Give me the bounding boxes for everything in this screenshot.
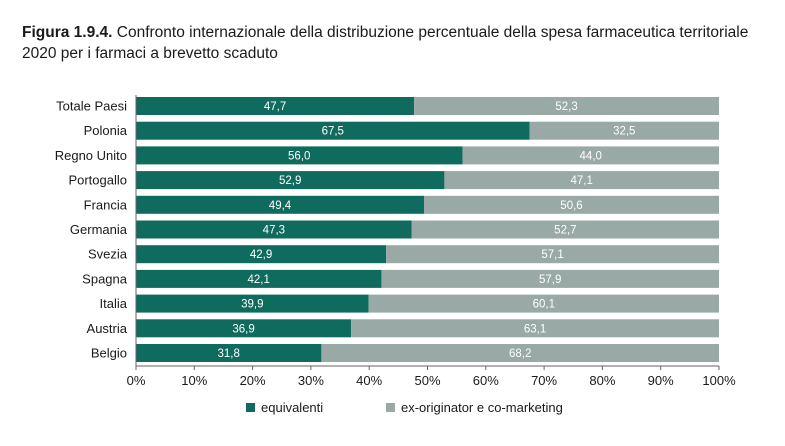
x-axis: 0% 10% 20% 30% 40% 50% 60% 70% 80% 90% 100% [127,95,736,388]
bar-segment-ex-originator [462,146,719,165]
bar-segment-ex-originator [424,195,719,214]
x-tick-label: 100% [702,373,736,388]
data-label: 50,6 [560,200,582,212]
data-label: 42,9 [250,249,272,261]
legend-swatch [386,403,395,412]
bar-segment-equivalenti [136,245,387,264]
x-tick-label: 50% [414,373,440,388]
data-label: 47,7 [264,101,286,113]
bar-segment-equivalenti [136,294,369,313]
x-tick-label: 90% [648,373,674,388]
legend-label: equivalenti [261,400,323,415]
category-label: Svezia [88,247,128,262]
bar-segment-ex-originator [529,121,719,140]
x-tick-label: 20% [240,373,266,388]
data-label: 68,2 [509,348,531,360]
legend-item-equivalenti: equivalenti [246,400,323,415]
data-label: 60,1 [533,299,555,311]
data-label: 44,0 [580,150,602,162]
bar-segment-ex-originator [411,220,719,239]
x-tick-label: 10% [181,373,207,388]
bar-segment-ex-originator [321,344,719,362]
data-label: 63,1 [524,323,546,335]
x-tick-label: 70% [531,373,557,388]
bar-segment-equivalenti [136,220,412,239]
x-tick-label: 80% [589,373,615,388]
bar-segment-equivalenti [136,344,322,362]
category-label: Spagna [82,271,128,286]
legend-item-ex-originator: ex-originator e co-marketing [386,400,563,415]
bar-segment-ex-originator [444,171,719,190]
bar-segment-equivalenti [136,195,425,214]
bar-segment-ex-originator [368,294,719,313]
data-label: 56,0 [288,150,310,162]
data-label: 36,9 [232,323,254,335]
category-label: Regno Unito [55,148,127,163]
legend-label: ex-originator e co-marketing [401,400,563,415]
x-tick-label: 0% [127,373,146,388]
category-labels: Totale Paesi Polonia Regno Unito Portogallo… [55,99,128,361]
figure-caption: Figura 1.9.4. Confronto internazionale d… [22,22,762,64]
figure-label: Figura 1.9.4. [22,24,113,41]
data-label: 49,4 [269,200,292,212]
data-label: 52,9 [279,175,301,187]
legend-swatch [246,403,255,412]
data-label: 57,9 [539,274,561,286]
bar-segment-ex-originator [351,319,719,338]
bar-segment-ex-originator [386,245,719,264]
data-label: 32,5 [613,126,635,138]
data-label: 31,8 [218,348,240,360]
category-label: Totale Paesi [56,99,127,114]
legend: equivalenti ex-originator e co-marketing [246,400,563,415]
x-tick-label: 40% [356,373,382,388]
category-label: Portogallo [68,173,127,188]
x-tick-label: 30% [298,373,324,388]
bar-segment-equivalenti [136,269,382,288]
data-label: 42,1 [248,274,270,286]
bar-segment-equivalenti [136,121,530,140]
category-label: Belgio [91,346,127,361]
bar-segment-ex-originator [381,269,719,288]
data-label: 39,9 [241,299,263,311]
data-label: 47,3 [263,225,285,237]
bar-segment-equivalenti [136,319,352,338]
category-label: Francia [84,197,128,212]
x-tick-label: 60% [473,373,499,388]
category-label: Italia [100,296,128,311]
data-label: 52,7 [554,225,576,237]
figure-title: Confronto internazionale della distribuz… [22,24,749,62]
data-label: 57,1 [541,249,563,261]
data-label: 67,5 [322,126,344,138]
category-label: Polonia [84,123,128,138]
bars-group: 47,7 52,3 67,5 32,5 56,0 44,0 52,9 47,1 49,4 50,6… [136,97,719,362]
bar-segment-ex-originator [414,97,719,115]
bar-segment-equivalenti [136,146,463,165]
category-label: Austria [87,321,128,336]
bar-segment-equivalenti [136,97,415,115]
data-label: 52,3 [555,101,577,113]
bar-segment-equivalenti [136,171,445,190]
data-label: 47,1 [571,175,593,187]
category-label: Germania [70,222,128,237]
